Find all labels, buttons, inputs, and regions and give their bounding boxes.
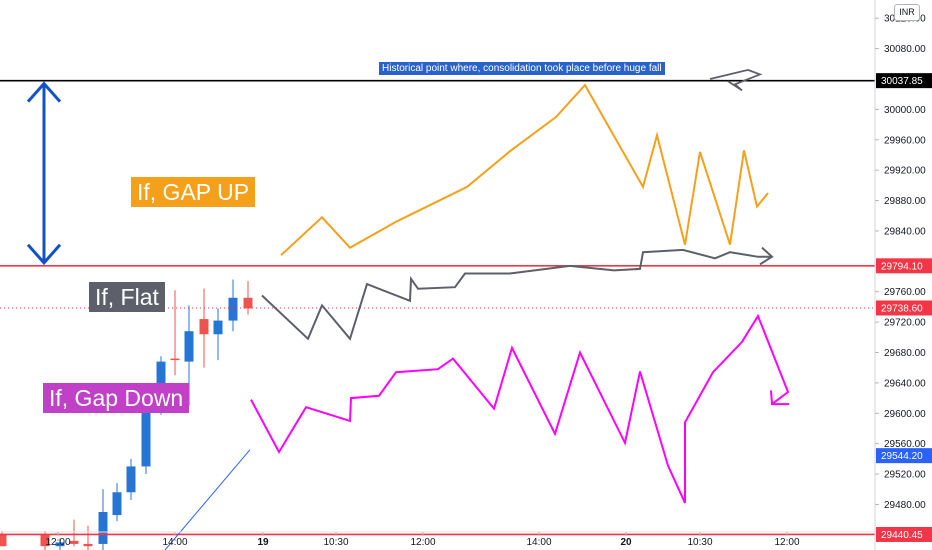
gap-up-label: If, GAP UP	[131, 177, 256, 208]
x-tick-label: 20	[620, 537, 632, 548]
candle-body	[228, 297, 238, 321]
drawings	[26, 68, 790, 550]
price-badges: 29794.10 30037.85 29440.45 29738.60 29544.20	[876, 73, 932, 542]
candle-body	[170, 358, 180, 361]
x-tick-label: 14:00	[162, 537, 187, 548]
candle	[112, 483, 122, 522]
candle-body	[199, 319, 209, 335]
y-tick-label: 29840.00	[884, 226, 926, 237]
level-badge-29794-bg	[876, 258, 932, 274]
level-badge-29794: 29794.10	[876, 258, 932, 274]
x-tick-label: 12:00	[774, 537, 799, 548]
candle-body	[243, 297, 253, 309]
candle-body	[40, 534, 50, 547]
y-tick-label: 29760.00	[884, 287, 926, 298]
y-tick-label: 29520.00	[884, 470, 926, 481]
flat-label: If, Flat	[89, 282, 165, 313]
crosshair-price-badge-text: 29544.20	[881, 451, 923, 462]
gap-down-path	[250, 313, 790, 504]
x-tick-label: 12:00	[410, 537, 435, 548]
y-tick-label: 29880.00	[884, 196, 926, 207]
x-tick-label: 12:00	[45, 537, 70, 548]
candle	[55, 538, 65, 550]
range-arrow-head-bottom	[26, 243, 62, 266]
current-price-badge-text: 29738.60	[881, 303, 923, 314]
level-badge-29440: 29440.45	[876, 526, 932, 542]
range-arrow-head-top	[26, 81, 62, 103]
candle-body	[184, 331, 194, 362]
y-tick-label: 29960.00	[884, 135, 926, 146]
candle	[83, 525, 93, 550]
candle	[228, 279, 238, 332]
candle-body	[213, 320, 223, 335]
y-tick-label: 30000.00	[884, 105, 926, 116]
x-tick-label: 10:30	[687, 537, 712, 548]
current-price-badge: 29738.60	[876, 300, 932, 316]
flat-path	[261, 248, 772, 341]
time-axis[interactable]: 12:00 14:00 19 10:30 12:00 14:00 20 10:30 12:00	[0, 531, 875, 548]
y-tick-label: 29480.00	[884, 500, 926, 511]
candle-body	[55, 542, 65, 547]
y-tick-label: 29640.00	[884, 378, 926, 389]
level-badge-30037: 30037.85	[876, 73, 932, 89]
candle-body	[112, 492, 122, 516]
current-price-badge-bg	[876, 300, 932, 316]
crosshair-price-badge-bg	[876, 448, 932, 464]
crosshair-price-badge: 29544.20	[876, 448, 932, 464]
x-tick-label: 14:00	[526, 537, 551, 548]
candle	[0, 531, 7, 547]
candle	[98, 489, 108, 550]
candle-body	[141, 404, 151, 467]
level-badge-29440-bg	[876, 526, 932, 542]
level-badge-29440-text: 29440.45	[881, 530, 923, 541]
gap-down-arrow-head	[770, 390, 789, 406]
candle-body	[126, 466, 136, 493]
candle-body	[83, 543, 93, 547]
y-tick-label: 29920.00	[884, 166, 926, 177]
level-badge-29794-text: 29794.10	[881, 261, 923, 272]
historical-annotation: Historical point where, consolidation to…	[379, 62, 665, 75]
y-tick-label: 29560.00	[884, 439, 926, 450]
y-tick-label: 29680.00	[884, 348, 926, 359]
candle	[69, 519, 79, 547]
candle	[213, 308, 223, 361]
candle	[199, 288, 209, 368]
candle-body	[0, 534, 7, 547]
candle-body	[69, 540, 79, 544]
currency-badge[interactable]: INR	[894, 4, 920, 21]
y-tick-label: 30080.00	[884, 44, 926, 55]
annotation-arrow	[709, 68, 763, 92]
candles	[0, 279, 253, 550]
candle	[170, 290, 180, 376]
level-badge-30037-bg	[876, 73, 932, 89]
candle-body	[98, 512, 108, 544]
candle	[126, 458, 136, 500]
projection-line	[164, 449, 251, 550]
flat-arrow-head	[759, 246, 774, 266]
candle	[243, 281, 253, 315]
x-tick-label: 19	[257, 537, 269, 548]
x-tick-label: 10:30	[323, 537, 348, 548]
horizontal-levels	[0, 79, 875, 536]
level-badge-30037-text: 30037.85	[881, 76, 923, 87]
gap-up-path	[280, 83, 769, 256]
gap-down-label: If, Gap Down	[43, 383, 190, 414]
y-tick-label: 29720.00	[884, 318, 926, 329]
y-tick-label: 29600.00	[884, 409, 926, 420]
